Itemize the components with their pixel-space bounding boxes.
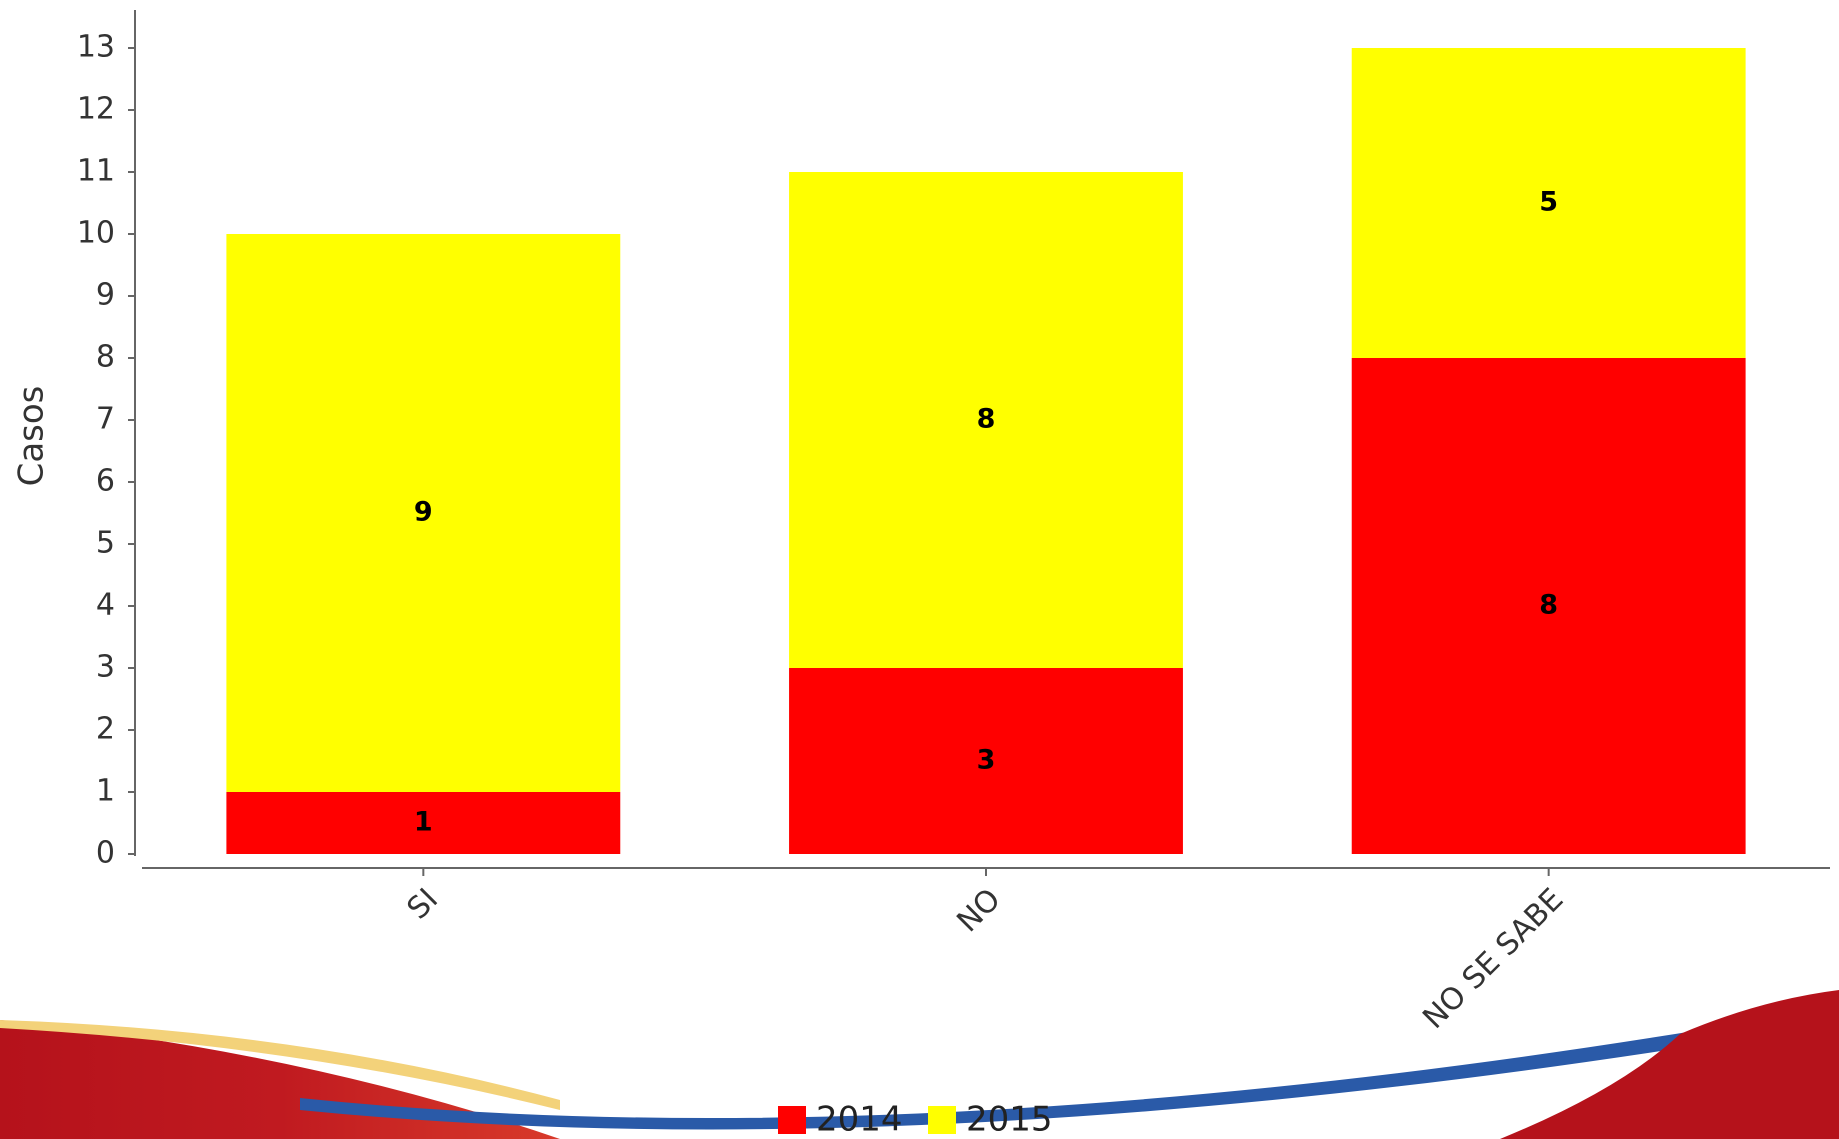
y-tick-label: 5: [96, 526, 115, 561]
data-label: 8: [1539, 590, 1558, 621]
y-tick-label: 9: [96, 278, 115, 313]
y-tick-label: 6: [96, 464, 115, 499]
y-axis-label: Casos: [12, 386, 52, 487]
y-tick-label: 12: [77, 92, 115, 127]
y-tick-label: 13: [77, 30, 115, 65]
data-label: 1: [414, 807, 433, 838]
y-tick-label: 3: [96, 650, 115, 685]
x-tick-label: SI: [401, 882, 445, 926]
data-label: 9: [414, 497, 433, 528]
y-tick-label: 1: [96, 774, 115, 809]
data-label: 5: [1539, 187, 1558, 218]
y-tick-label: 11: [77, 154, 115, 189]
y-tick-label: 2: [96, 712, 115, 747]
legend-label: 2015: [966, 1100, 1053, 1139]
banner-decoration: [0, 990, 1839, 1139]
legend-swatch: [928, 1106, 956, 1134]
y-tick-label: 7: [96, 402, 115, 437]
legend-swatch: [778, 1106, 806, 1134]
y-tick-label: 4: [96, 588, 115, 623]
data-label: 8: [977, 404, 996, 435]
y-tick-label: 10: [77, 216, 115, 251]
y-tick-label: 0: [96, 836, 115, 871]
x-tick-label: NO: [950, 882, 1007, 939]
y-tick-label: 8: [96, 340, 115, 375]
chart: 012345678910111213Casos19SI38NO85NO SE S…: [0, 0, 1839, 1139]
legend-label: 2014: [816, 1100, 903, 1139]
x-tick-label: NO SE SABE: [1416, 882, 1570, 1036]
page: {"chart_data": {"type": "stacked-bar", "…: [0, 0, 1839, 1139]
data-label: 3: [977, 745, 996, 776]
